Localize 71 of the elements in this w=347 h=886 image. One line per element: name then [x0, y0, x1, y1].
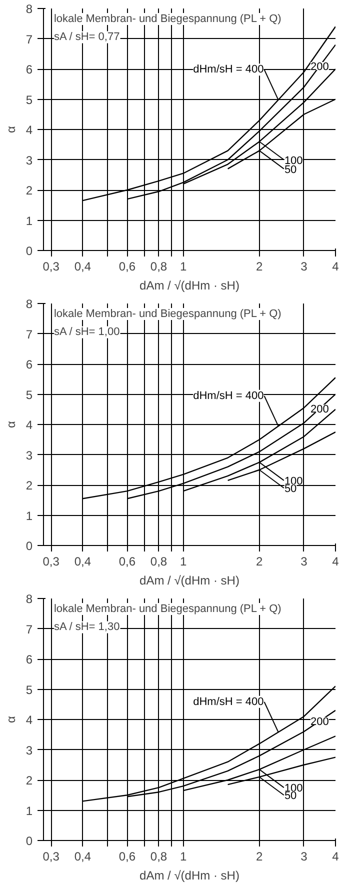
y-tick-label: 8: [26, 2, 33, 16]
x-tick-label: 0,8: [150, 850, 168, 864]
y-tick-label: 5: [26, 388, 33, 402]
chart-title: lokale Membran- und Biegespannung (PL + Q): [54, 603, 282, 616]
text: 50: [284, 483, 297, 496]
x-tick-label: 0,4: [74, 260, 92, 274]
text: sA / sH= 1,30: [54, 621, 120, 634]
x-axis-title: dAm / √(dHm · sH): [140, 278, 240, 292]
x-tick-label: 0,3: [42, 850, 60, 864]
x-tick-label: 1: [180, 554, 187, 568]
y-tick-label: 2: [26, 774, 33, 788]
y-tick-label: 4: [26, 713, 33, 727]
y-tick-label: 3: [26, 153, 33, 168]
x-tick-label: 3: [300, 850, 308, 864]
x-tick-label: 2: [256, 850, 264, 864]
y-tick-label: 2: [26, 478, 33, 492]
x-tick-label: 0,4: [74, 850, 92, 864]
y-tick-label: 4: [26, 123, 33, 137]
y-axis-title: α: [4, 420, 18, 428]
y-axis-title: α: [4, 126, 18, 133]
x-tick-label: 2: [256, 260, 264, 274]
x-tick-label: 0,8: [150, 554, 168, 568]
x-axis-title: dAm / √(dHm · sH): [140, 574, 240, 588]
y-tick-label: 7: [26, 327, 33, 342]
series-label: 200: [310, 60, 329, 73]
y-tick-label: 0: [26, 244, 33, 258]
text: sA / sH= 0,77: [54, 31, 120, 44]
text: dHm/sH = 400: [193, 696, 264, 708]
x-tick-label: 0,3: [42, 554, 60, 568]
x-tick-label: 0,8: [150, 260, 168, 274]
y-tick-label: 7: [26, 32, 33, 46]
x-tick-label: 1: [180, 850, 187, 864]
x-tick-label: 4: [332, 260, 340, 274]
y-tick-label: 8: [26, 297, 33, 311]
y-tick-label: 6: [26, 62, 33, 76]
y-tick-label: 5: [26, 92, 33, 107]
y-axis-title: α: [4, 716, 18, 723]
chart-title: lokale Membran- und Biegespannung (PL + Q): [54, 13, 282, 26]
x-axis-title: dAm / √(dHm · sH): [140, 868, 240, 882]
y-tick-label: 7: [26, 622, 33, 636]
text: dHm/sH = 400: [193, 390, 264, 402]
x-tick-label: 2: [256, 554, 264, 568]
x-tick-label: 4: [332, 850, 340, 864]
x-tick-label: 0,6: [118, 260, 136, 274]
x-tick-label: 0,3: [42, 260, 60, 274]
y-tick-label: 0: [26, 834, 33, 848]
y-tick-label: 4: [26, 418, 33, 432]
y-tick-label: 1: [26, 508, 33, 523]
text: 50: [284, 164, 297, 176]
y-tick-label: 6: [26, 358, 33, 372]
y-tick-label: 8: [26, 592, 33, 606]
chart-title: lokale Membran- und Biegespannung (PL + Q): [54, 308, 282, 320]
y-tick-label: 0: [26, 539, 33, 553]
x-tick-label: 0,4: [74, 554, 92, 568]
text: sA / sH= 1,00: [54, 326, 120, 338]
y-tick-label: 5: [26, 682, 33, 697]
y-tick-label: 6: [26, 652, 33, 666]
x-tick-label: 1: [180, 260, 187, 274]
x-tick-label: 3: [300, 554, 308, 568]
x-tick-label: 0,6: [118, 554, 136, 568]
x-tick-label: 4: [332, 554, 340, 568]
series-label: 200: [310, 404, 329, 416]
y-tick-label: 1: [26, 214, 33, 228]
x-tick-label: 3: [300, 260, 308, 274]
series-label: 200: [310, 716, 329, 728]
x-tick-label: 0,6: [118, 850, 136, 864]
y-tick-label: 1: [26, 804, 33, 818]
text: dHm/sH = 400: [193, 64, 264, 76]
y-tick-label: 3: [26, 448, 33, 462]
y-tick-label: 3: [26, 743, 33, 758]
y-tick-label: 2: [26, 184, 33, 198]
